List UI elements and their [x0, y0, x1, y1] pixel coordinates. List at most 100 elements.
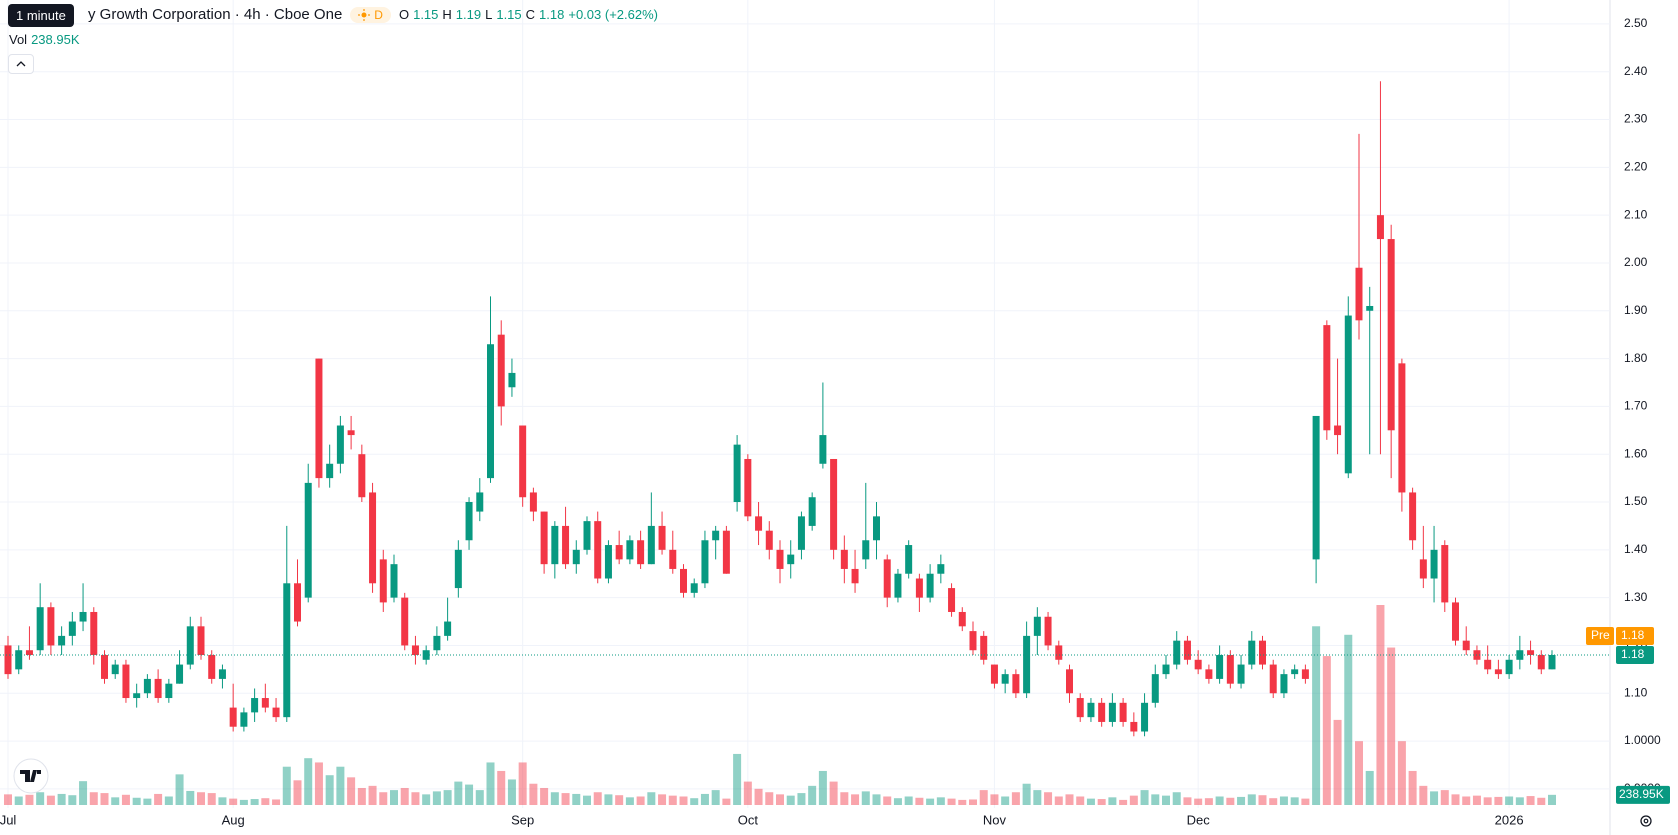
volume-bar — [1033, 790, 1042, 805]
candle-body — [701, 540, 709, 584]
volume-bar — [979, 790, 988, 805]
candle-body — [851, 568, 859, 584]
candle-body — [1441, 545, 1449, 603]
candle-body — [15, 650, 23, 670]
collapse-button[interactable] — [8, 54, 34, 74]
candle-body — [958, 611, 966, 627]
volume-bar — [357, 787, 366, 805]
volume-bar — [1194, 798, 1203, 805]
candle-body — [433, 635, 441, 651]
volume-bar — [207, 793, 216, 805]
volume-bar — [379, 792, 388, 805]
volume-bar — [1215, 796, 1224, 805]
volume-bar — [1312, 626, 1321, 805]
x-tick-label: Dec — [1187, 812, 1211, 827]
volume-bar — [1344, 634, 1353, 805]
y-tick-label: 1.50 — [1624, 494, 1648, 508]
candle-body — [1366, 305, 1374, 311]
volume-bar — [786, 795, 795, 805]
y-tick-label: 2.10 — [1624, 207, 1648, 221]
candle-body — [744, 458, 752, 517]
volume-bar — [1376, 605, 1385, 805]
candle-body — [1108, 702, 1116, 722]
volume-bar — [1472, 795, 1481, 805]
high-label: H — [442, 7, 452, 22]
volume-bar — [668, 795, 677, 805]
candle-body — [658, 525, 666, 550]
candle-body — [1376, 215, 1384, 240]
y-tick-label: 1.30 — [1624, 590, 1648, 604]
volume-bar — [1505, 796, 1514, 805]
candle-body — [990, 664, 998, 684]
candle-body — [465, 502, 473, 541]
volume-bar — [1119, 799, 1128, 805]
candle-body — [454, 549, 462, 589]
volume-bar — [840, 792, 849, 805]
candle-body — [883, 559, 891, 598]
volume-bar — [1269, 798, 1278, 805]
volume-legend: Vol 238.95K — [9, 32, 80, 47]
candle-body — [1409, 492, 1417, 541]
candle-body — [304, 482, 312, 598]
settings-icon-center — [1643, 818, 1649, 824]
volume-bar — [1301, 798, 1310, 805]
candle-body — [251, 698, 259, 713]
candle-body — [540, 511, 548, 565]
volume-bar — [615, 795, 624, 805]
ohlc-values: O 1.15 H 1.19 L 1.15 C 1.18 +0.03 (+2.62%) — [399, 7, 658, 22]
candle-body — [47, 607, 55, 646]
volume-bar — [100, 793, 109, 805]
volume-bar — [36, 792, 45, 805]
symbol-title: y Growth Corporation · 4h · Cboe One — [88, 6, 343, 23]
candle-body — [347, 430, 355, 436]
candle-body — [369, 492, 377, 584]
volume-bar — [561, 793, 570, 805]
close-value: 1.18 — [539, 7, 565, 22]
legend-header: y Growth Corporation · 4h · Cboe One D O… — [8, 6, 658, 23]
candle-body — [1419, 559, 1427, 579]
volume-bar — [218, 797, 227, 805]
volume-bar — [829, 781, 838, 805]
chevron-icon — [16, 61, 26, 67]
candle-body — [572, 549, 580, 565]
volume-bar — [390, 790, 398, 805]
candle-body — [1183, 640, 1191, 660]
volume-bar — [1462, 796, 1471, 805]
candle-body — [712, 530, 720, 541]
volume-bar — [475, 790, 484, 805]
candle-body — [1548, 655, 1556, 670]
volume-bar — [1097, 799, 1106, 805]
candle-body — [1494, 669, 1502, 675]
y-tick-label: 1.0000 — [1624, 733, 1661, 747]
volume-bar — [915, 797, 924, 805]
candle-body — [787, 554, 795, 565]
candle-body — [1162, 664, 1170, 675]
volume-bar — [1537, 797, 1546, 805]
settings-icon — [1640, 815, 1652, 827]
candle-body — [1173, 640, 1181, 665]
candle-body — [519, 425, 527, 498]
y-tick-label: 2.20 — [1624, 160, 1648, 174]
volume-bar — [990, 794, 999, 805]
candle-body — [776, 549, 784, 569]
change-value: +0.03 (+2.62%) — [568, 7, 658, 22]
candle-body — [229, 707, 237, 727]
volume-bar — [1108, 797, 1117, 805]
volume-bar — [754, 788, 763, 805]
candle-body — [1537, 655, 1545, 670]
volume-bar — [1204, 798, 1213, 805]
candle-body — [1484, 659, 1492, 670]
volume-bar — [1290, 797, 1299, 805]
candle-body — [722, 530, 730, 574]
candle-body — [1527, 650, 1535, 656]
candle-body — [1355, 267, 1363, 321]
volume-bar — [497, 770, 506, 805]
candle-body — [1151, 674, 1159, 703]
interval-badge[interactable]: D — [350, 6, 391, 23]
volume-bar — [1076, 796, 1085, 805]
open-label: O — [398, 7, 410, 22]
volume-bar — [1065, 794, 1074, 805]
volume-bar — [711, 790, 720, 805]
candle-body — [862, 540, 870, 560]
volume-value: 238.95K — [31, 32, 80, 47]
